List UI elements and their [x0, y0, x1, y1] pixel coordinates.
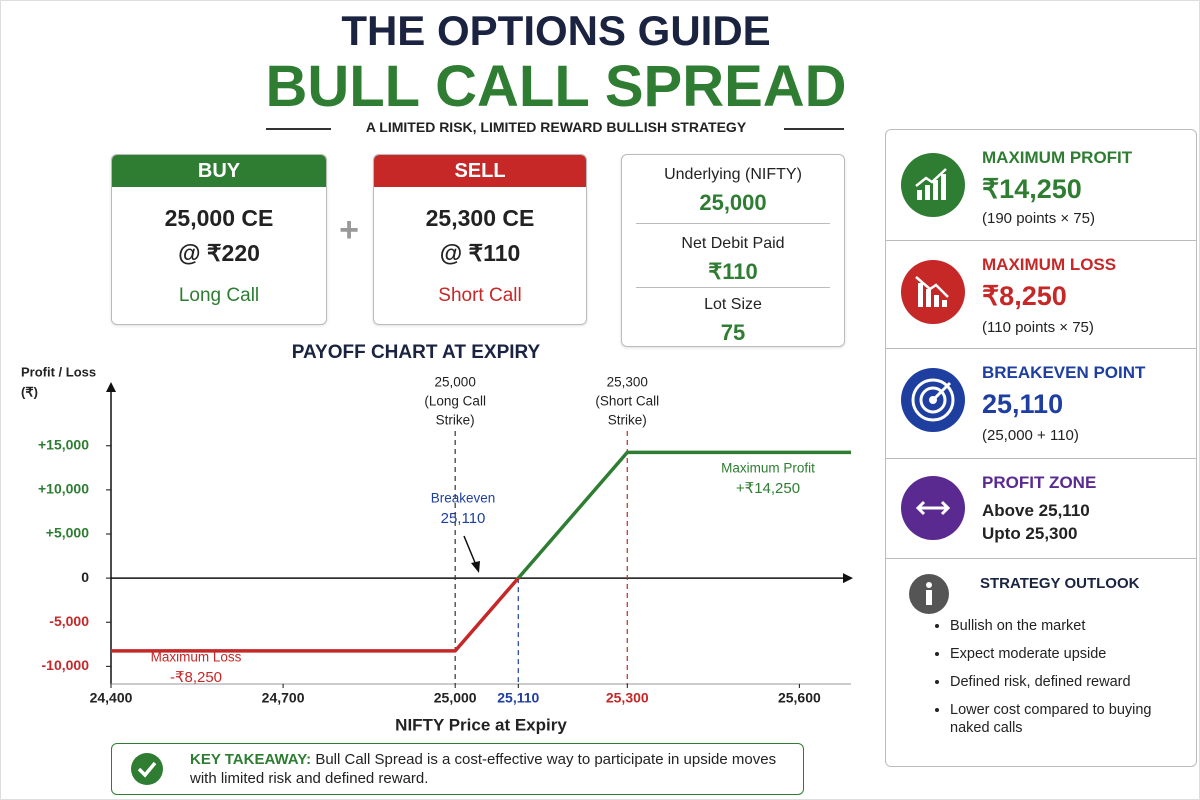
x-tick-label: 25,000 [434, 690, 477, 706]
summary-note: (25,000 + 110) [982, 427, 1079, 444]
reference-label: Strike) [436, 413, 475, 428]
x-tick-label: 24,400 [90, 690, 133, 706]
summary-title: MAXIMUM LOSS [982, 255, 1117, 274]
profit-icon [901, 153, 965, 217]
summary-item: MAXIMUM PROFIT ₹14,250 (190 points × 75) [886, 136, 1196, 240]
y-axis-arrow [106, 382, 116, 392]
tagline: A LIMITED RISK, LIMITED REWARD BULLISH S… [365, 119, 747, 135]
leg-side: BUY [112, 155, 326, 187]
y-tick-label: +5,000 [46, 525, 89, 541]
check-icon [131, 753, 163, 785]
zone-line: Upto 25,300 [982, 524, 1078, 543]
loss-icon [901, 260, 965, 324]
summary-title: MAXIMUM PROFIT [982, 148, 1133, 167]
summary-value: 25,110 [982, 389, 1064, 419]
payoff-chart: PAYOFF CHART AT EXPIRY Profit / Loss (₹)… [21, 342, 853, 734]
x-axis-arrow [843, 573, 853, 584]
leg-price: @ ₹110 [439, 240, 521, 266]
summary-note: (110 points × 75) [982, 319, 1094, 336]
reference-label: Strike) [608, 413, 647, 428]
summary-item: MAXIMUM LOSS ₹8,250 (110 points × 75) [886, 240, 1196, 349]
rule [266, 128, 331, 130]
annotation: 25,110 [441, 510, 486, 527]
summary-item: PROFIT ZONE Above 25,110 Upto 25,300 [886, 458, 1196, 559]
leg-price: @ ₹220 [178, 240, 260, 266]
info-icon [909, 574, 949, 614]
annotation: Maximum Profit [721, 461, 815, 476]
leg-strike: 25,300 CE [425, 205, 535, 231]
annotation: Breakeven [431, 491, 496, 506]
detail-value: 25,000 [699, 190, 767, 215]
outlook-item: Expect moderate upside [950, 645, 1170, 663]
y-tick-label: -5,000 [49, 613, 89, 629]
detail-label: Net Debit Paid [681, 235, 785, 252]
buy-card: BUY 25,000 CE @ ₹220 Long Call [111, 154, 327, 325]
outlook: STRATEGY OUTLOOK Bullish on the market E… [886, 558, 1196, 765]
breakeven-arrow [463, 535, 477, 566]
reference-label: (Short Call [595, 394, 659, 409]
annotation: -₹8,250 [170, 669, 222, 686]
x-axis-label: NIFTY Price at Expiry [395, 715, 567, 734]
operator: + [339, 211, 359, 249]
detail-value: ₹110 [708, 259, 758, 284]
zone-line: Above 25,110 [982, 501, 1090, 520]
y-tick-label: +10,000 [38, 481, 89, 497]
outlook-title: STRATEGY OUTLOOK [980, 575, 1140, 592]
x-tick-label: 24,700 [262, 690, 305, 706]
takeaway-text: KEY TAKEAWAY: Bull Call Spread is a cost… [190, 750, 790, 788]
detail-label: Lot Size [704, 296, 762, 313]
title: THE OPTIONS GUIDE [341, 7, 771, 54]
detail-value: 75 [720, 320, 746, 345]
summary-item: BREAKEVEN POINT 25,110 (25,000 + 110) [886, 348, 1196, 459]
outlook-item: Lower cost compared to buying naked call… [950, 701, 1170, 737]
leg-label: Long Call [178, 285, 260, 306]
leg-side: SELL [374, 155, 586, 187]
y-tick-label: -10,000 [42, 657, 90, 673]
sell-card: SELL 25,300 CE @ ₹110 Short Call [373, 154, 587, 325]
summary-title: PROFIT ZONE [982, 473, 1097, 492]
outlook-item: Defined risk, defined reward [950, 673, 1170, 691]
detail-label: Underlying (NIFTY) [664, 166, 802, 183]
reference-label: (Long Call [424, 394, 486, 409]
y-tick-label: +15,000 [38, 436, 89, 452]
takeaway-label: KEY TAKEAWAY: [190, 751, 312, 768]
reference-label: 25,300 [607, 375, 648, 390]
reference-label: 25,000 [435, 375, 476, 390]
outlook-list: Bullish on the market Expect moderate up… [932, 617, 1170, 747]
chart-title: PAYOFF CHART AT EXPIRY [292, 342, 541, 363]
zone-icon [901, 476, 965, 540]
leg-label: Short Call [438, 285, 522, 306]
summary-panel: MAXIMUM PROFIT ₹14,250 (190 points × 75)… [885, 129, 1197, 767]
takeaway: KEY TAKEAWAY: Bull Call Spread is a cost… [111, 743, 804, 795]
breakeven-arrowhead [471, 561, 480, 573]
y-axis-label: (₹) [21, 384, 38, 399]
target-icon [901, 368, 965, 432]
summary-value: ₹14,250 [982, 174, 1082, 204]
x-tick-label: 25,600 [778, 690, 821, 706]
leg-strike: 25,000 CE [164, 205, 274, 231]
rule [784, 128, 844, 130]
subtitle: BULL CALL SPREAD [265, 54, 847, 119]
x-tick-label: 25,110 [497, 690, 539, 706]
y-axis-label: Profit / Loss [21, 364, 96, 379]
x-tick-label: 25,300 [606, 690, 649, 706]
takeaway-body: Bull Call Spread is a cost-effective way… [190, 751, 777, 787]
summary-note: (190 points × 75) [982, 210, 1095, 227]
details-card: Underlying (NIFTY) 25,000 Net Debit Paid… [621, 154, 845, 347]
annotation: Maximum Loss [151, 650, 242, 665]
annotation: +₹14,250 [736, 480, 800, 497]
y-tick-label: 0 [81, 569, 89, 585]
summary-title: BREAKEVEN POINT [982, 363, 1146, 382]
payoff-line [111, 450, 851, 653]
outlook-item: Bullish on the market [950, 617, 1170, 635]
summary-value: ₹8,250 [982, 281, 1067, 311]
